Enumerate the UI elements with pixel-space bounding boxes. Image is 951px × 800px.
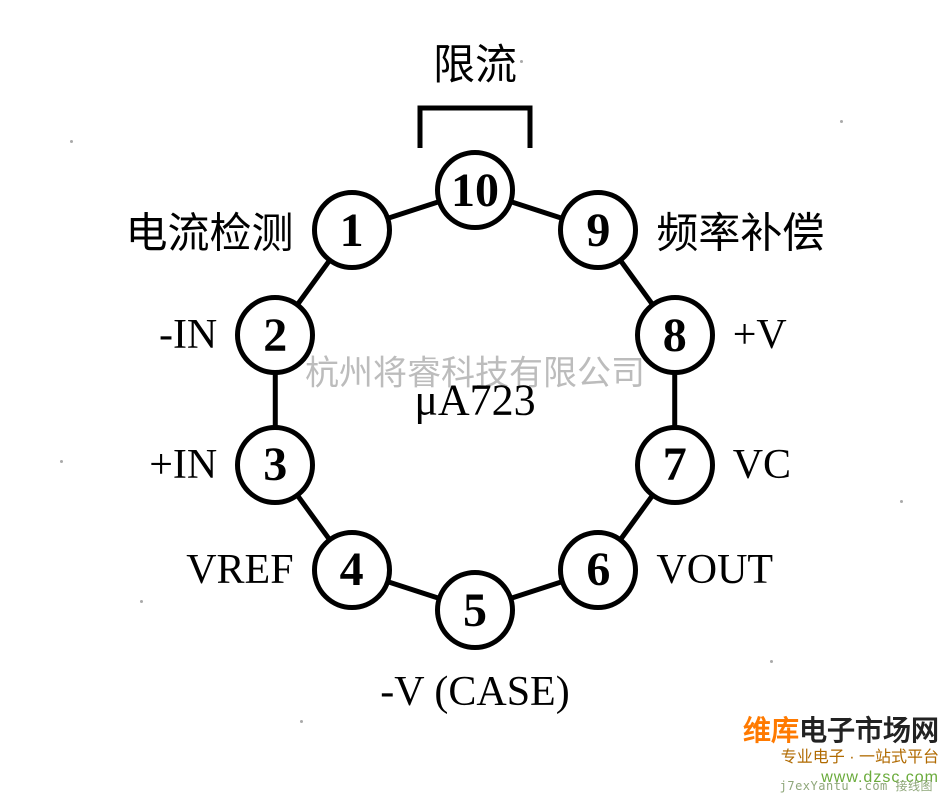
pin-8: 8	[635, 295, 715, 375]
scan-speck	[300, 720, 303, 723]
pin-10: 10	[435, 150, 515, 230]
logo-black: 电子市场网	[799, 715, 939, 746]
pin-label-8: +V	[733, 311, 787, 359]
pin-label-6: VOUT	[656, 546, 773, 594]
watermark-small: j7exYantu .com 接线图	[780, 777, 933, 794]
scan-speck	[70, 140, 73, 143]
pin-label-7: VC	[733, 441, 791, 489]
pinout-diagram: 杭州将睿科技有限公司 μA723 10限流9频率补偿8+V7VC6VOUT5-V…	[0, 0, 951, 800]
pin-9: 9	[558, 190, 638, 270]
pin-3: 3	[235, 425, 315, 505]
pin-4: 4	[312, 530, 392, 610]
scan-speck	[140, 600, 143, 603]
scan-speck	[520, 60, 523, 63]
pin-1: 1	[312, 190, 392, 270]
pin-label-5: -V (CASE)	[380, 668, 569, 716]
pin-label-3: +IN	[149, 441, 217, 489]
pin-7: 7	[635, 425, 715, 505]
pin-5: 5	[435, 570, 515, 650]
pin-label-4: VREF	[186, 546, 293, 594]
scan-speck	[840, 120, 843, 123]
pin-2: 2	[235, 295, 315, 375]
logo-orange: 维库	[743, 715, 799, 746]
scan-speck	[60, 460, 63, 463]
pin-label-10: 限流	[433, 31, 517, 92]
pin-6: 6	[558, 530, 638, 610]
logo-sub: 专业电子 · 一站式平台	[743, 748, 939, 768]
pin-label-2: -IN	[159, 311, 217, 359]
chip-part-number: μA723	[414, 375, 535, 426]
pin-label-1: 电流检测	[126, 200, 294, 261]
scan-speck	[900, 500, 903, 503]
pin-label-9: 频率补偿	[656, 200, 824, 261]
scan-speck	[770, 660, 773, 663]
